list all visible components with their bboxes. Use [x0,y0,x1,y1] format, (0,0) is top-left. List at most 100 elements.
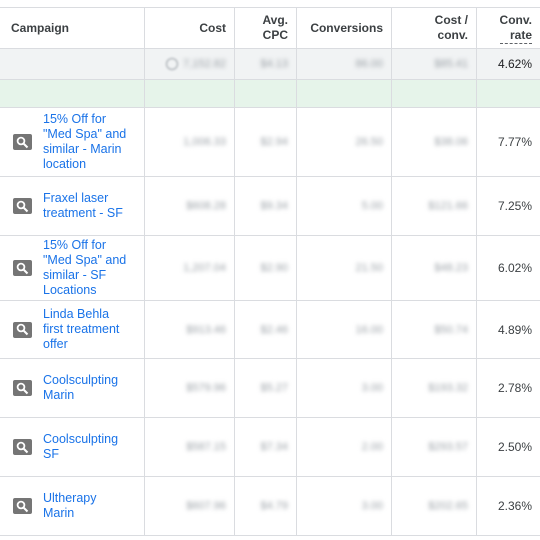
conversions-value: 16.00 [355,323,383,336]
totals-cost-per-conv: $85.41 [434,58,468,70]
conversions-value: 21.50 [355,262,383,274]
search-icon[interactable] [13,260,32,276]
cost-per-conv-cell: $293.57 [392,418,477,476]
avg-cpc-cell: $2.90 [235,236,297,300]
avg-cpc-cell: $5.27 [235,359,297,417]
avg-cpc-cell: $4.79 [235,477,297,535]
conversions-value: 2.00 [361,441,383,453]
conv-rate-value: 6.02% [497,261,532,275]
conversions-cell: 3.00 [297,359,392,417]
campaign-name-link[interactable]: Fraxel laser treatment - SF [43,191,123,220]
conversions-cell: 5.00 [297,177,392,235]
totals-label-cell [0,49,145,79]
avg-cpc-cell: $7.34 [235,418,297,476]
col-header-avg-cpc[interactable]: Avg. CPC [235,8,297,48]
search-icon[interactable] [13,198,32,214]
avg-cpc-value: $5.27 [260,382,288,394]
col-label: Campaign [11,20,70,35]
totals-rate-cell: 4.62% [477,49,540,79]
cost-per-conv-cell: $121.66 [392,177,477,235]
campaign-table: Campaign Cost Avg. CPC Conversions Cost … [0,7,540,536]
totals-cost-cell: 7,152.82 [145,49,235,79]
col-header-campaign[interactable]: Campaign [0,8,145,48]
campaign-name-link[interactable]: Coolsculpting Marin [43,373,119,402]
cost-cell: 1,207.04 [145,236,235,300]
col-header-cost-per-conv[interactable]: Cost / conv. [392,8,477,48]
conversions-cell: 3.00 [297,477,392,535]
spacer-cell [297,80,392,107]
search-icon[interactable] [13,498,32,514]
cost-per-conv-cell: $202.65 [392,477,477,535]
cost-per-conv-value: $193.32 [428,382,468,394]
cost-value: 1,006.33 [183,136,226,148]
campaign-name-link[interactable]: Ultherapy Marin [43,491,97,520]
highlight-row [0,80,540,108]
col-label: Cost [199,20,226,35]
conv-rate-cell: 6.02% [477,236,540,300]
search-icon[interactable] [13,439,32,455]
cost-cell: $608.28 [145,177,235,235]
cost-per-conv-value: $293.57 [428,441,468,453]
campaign-name-link[interactable]: 15% Off for "Med Spa" and similar - SF L… [43,238,127,297]
cost-value: $579.96 [186,382,226,394]
conv-rate-value: 2.78% [497,381,532,395]
conv-rate-value: 7.25% [497,199,532,213]
cost-per-conv-value: $48.23 [434,262,468,274]
conv-rate-cell: 2.36% [477,477,540,535]
conversions-value: 3.00 [361,500,383,512]
spacer-cell [477,80,540,107]
avg-cpc-value: $9.34 [260,200,288,212]
col-header-conversions[interactable]: Conversions [297,8,392,48]
search-icon[interactable] [13,380,32,396]
conversions-value: 3.00 [361,382,383,394]
spacer-cell [392,80,477,107]
search-icon[interactable] [13,321,32,338]
spacer-cell [235,80,297,107]
spacer-cell [145,80,235,107]
table-row: Coolsculpting SF $587.15 $7.34 2.00 $293.57 2… [0,418,540,477]
conversions-value: 5.00 [361,200,383,212]
conv-rate-cell: 7.77% [477,108,540,176]
totals-conv-cell: 86.00 [297,49,392,79]
conv-rate-value: 7.77% [497,135,532,149]
table-row: Linda Behla first treatment offer $913.46… [0,301,540,359]
conversions-value: 26.50 [355,136,383,148]
campaign-name-link[interactable]: 15% Off for "Med Spa" and similar - Mari… [43,112,127,171]
table-row: Coolsculpting Marin $579.96 $5.27 3.00 $193.… [0,359,540,418]
conv-rate-cell: 2.78% [477,359,540,417]
campaign-cell: Fraxel laser treatment - SF [0,177,145,235]
col-label: Avg. CPC [262,13,288,42]
cost-per-conv-cell: $38.06 [392,108,477,176]
avg-cpc-value: $7.34 [260,441,288,453]
totals-row: 7,152.82 $4.13 86.00 $85.41 4.62% [0,49,540,80]
avg-cpc-value: $4.79 [260,500,288,512]
cost-per-conv-cell: $48.23 [392,236,477,300]
cost-value: $913.46 [186,323,226,336]
cost-cell: $587.15 [145,418,235,476]
conv-rate-cell: 4.89% [477,301,540,358]
search-icon[interactable] [13,134,32,150]
cost-cell: $579.96 [145,359,235,417]
col-header-cost[interactable]: Cost [145,8,235,48]
cost-value: $608.28 [186,200,226,212]
cost-value: 1,207.04 [183,262,226,274]
avg-cpc-value: $2.46 [260,323,288,336]
totals-conversions: 86.00 [355,58,383,70]
col-header-conv-rate[interactable]: Conv. rate [477,8,540,48]
campaign-name-link[interactable]: Coolsculpting SF [43,432,119,461]
totals-cpc-cell: $4.13 [235,49,297,79]
cost-per-conv-cell: $193.32 [392,359,477,417]
cost-per-conv-value: $121.66 [428,200,468,212]
table-row: 15% Off for "Med Spa" and similar - Mari… [0,108,540,177]
campaign-cell: 15% Off for "Med Spa" and similar - Mari… [0,108,145,176]
cost-per-conv-value: $202.65 [428,500,468,512]
cost-per-conv-cell: $50.74 [392,301,477,358]
totals-conv-rate: 4.62% [497,57,532,71]
campaign-name-link[interactable]: Linda Behla first treatment offer [43,307,120,351]
cost-value: $607.96 [186,500,226,512]
table-row: Ultherapy Marin $607.96 $4.79 3.00 $202.65 2.… [0,477,540,536]
cost-value: $587.15 [186,441,226,453]
avg-cpc-cell: $2.46 [235,301,297,358]
col-label: Conv. rate [499,12,532,44]
col-label: Cost / conv. [434,13,468,42]
